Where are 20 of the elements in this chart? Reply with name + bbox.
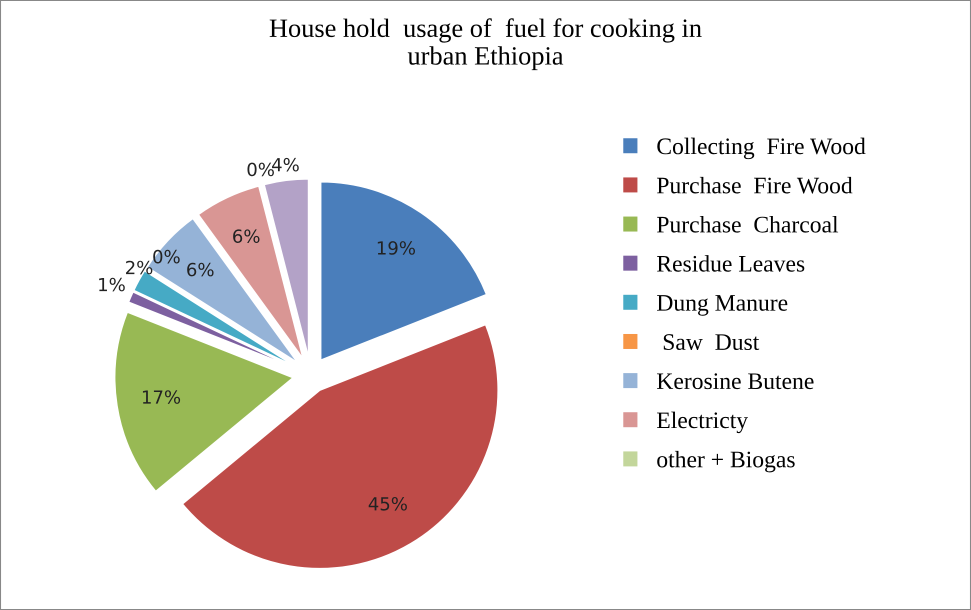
legend-label: Residue Leaves (657, 255, 804, 272)
data-label: 2% (126, 260, 152, 274)
legend-label: Saw Dust (664, 334, 760, 350)
data-label: 4% (272, 158, 299, 172)
legend-label: other + Biogas (657, 450, 795, 472)
chart-title: House hold usage of fuel for cooking in urban Ethiopia (270, 18, 702, 70)
legend-label: Purchase Fire Wood (657, 176, 852, 194)
text: 0% (247, 162, 274, 176)
data-label: 1% (99, 278, 125, 292)
legend-label: Electricty (657, 412, 748, 434)
legend-label: Dung Manure (657, 295, 788, 316)
data-label: 17% (142, 390, 180, 404)
data-label: 6% (187, 262, 214, 276)
data-label: 19% (378, 241, 415, 255)
legend-label: Kerosine Butene (657, 373, 814, 390)
legend-label: Purchase Charcoal (657, 216, 838, 233)
text: 0% (153, 250, 180, 264)
data-label: 45% (368, 496, 407, 511)
legend-label: Collecting Fire Wood (657, 138, 866, 160)
data-label: 6% (233, 229, 260, 244)
